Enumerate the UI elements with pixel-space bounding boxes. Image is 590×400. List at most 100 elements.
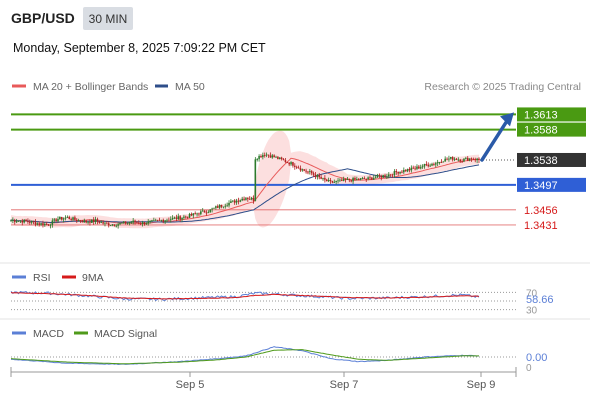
candle-body <box>213 207 215 209</box>
macd-value-label: 0.00 <box>526 352 547 364</box>
chart-datetime: Monday, September 8, 2025 7:09:22 PM CET <box>13 41 266 55</box>
candle-body <box>19 220 22 222</box>
candle-body <box>173 217 176 219</box>
candle-body <box>57 219 59 222</box>
candle-body <box>169 219 172 221</box>
rsi-ma-line <box>10 292 480 300</box>
candle-body <box>94 219 97 222</box>
candle-body <box>395 171 398 173</box>
candle-body <box>258 156 260 160</box>
candle-body <box>423 164 426 167</box>
projection-arrowhead <box>500 112 514 127</box>
candle-body <box>91 219 93 223</box>
candle-body <box>419 167 422 169</box>
candle-body <box>207 212 210 214</box>
candle-body <box>233 200 236 203</box>
candle-body <box>96 219 99 222</box>
bollinger-band <box>11 130 479 229</box>
macd-panel <box>10 346 516 366</box>
candle-body <box>282 159 285 161</box>
candle-body <box>455 158 458 160</box>
candle-body <box>17 220 20 222</box>
candle-body <box>13 219 16 222</box>
timeframe-button[interactable]: 30 MIN <box>83 7 133 30</box>
candle-body <box>301 169 304 171</box>
candle-body <box>361 178 364 179</box>
candle-body <box>376 175 379 178</box>
candle-body <box>393 171 396 176</box>
candle-body <box>461 161 463 163</box>
candle-body <box>166 219 168 221</box>
candle-body <box>162 219 165 222</box>
macd-zero-label: 0 <box>526 363 532 374</box>
candle-body <box>250 197 253 200</box>
support-label: 1.3431 <box>524 220 558 232</box>
candle-body <box>472 158 475 160</box>
candle-body <box>367 177 369 180</box>
resistance-badge <box>517 107 586 122</box>
candle-body <box>34 222 37 225</box>
candle-body <box>312 173 315 175</box>
candle-body <box>357 178 360 180</box>
candle-body <box>47 224 50 226</box>
candle-body <box>335 180 337 182</box>
candle-body <box>141 222 144 224</box>
candle-body <box>299 168 302 171</box>
candle-body <box>318 175 321 178</box>
candle-body <box>425 164 428 165</box>
candle-body <box>416 166 418 169</box>
candle-body <box>294 165 296 167</box>
time-axis-label: Sep 9 <box>467 379 496 391</box>
candle-body <box>40 223 42 225</box>
candle-body <box>363 178 366 180</box>
candle-body <box>117 224 119 226</box>
candle-body <box>128 222 131 224</box>
candle-body <box>450 157 452 159</box>
candle-body <box>77 220 80 222</box>
candle-body <box>113 224 116 226</box>
candle-body <box>329 180 332 182</box>
candle-body <box>434 163 437 165</box>
candle-body <box>75 219 78 222</box>
candle-body <box>160 219 163 221</box>
candle-body <box>51 220 54 225</box>
candle-body <box>68 217 71 219</box>
candle-body <box>119 222 121 225</box>
candle-body <box>401 171 403 173</box>
candle-body <box>269 155 272 158</box>
candle-body <box>220 204 223 207</box>
candle-body <box>320 177 322 179</box>
candle-body <box>64 217 67 219</box>
candle-body <box>444 158 446 162</box>
candle-body <box>12 219 14 221</box>
candle-body <box>158 219 161 221</box>
candle-body <box>290 162 292 165</box>
candle-body <box>55 219 57 222</box>
candle-body <box>384 175 386 177</box>
candle-body <box>194 213 196 215</box>
candle-body <box>201 210 204 212</box>
candle-body <box>85 220 87 223</box>
candle-body <box>111 224 114 226</box>
candle-body <box>369 177 371 179</box>
time-axis-label: Sep 5 <box>176 379 205 391</box>
candle-body <box>181 217 183 220</box>
candle-body <box>115 225 118 227</box>
candle-body <box>309 171 311 172</box>
ma50-line <box>11 164 480 223</box>
candle-body <box>408 169 411 171</box>
candle-body <box>211 208 213 210</box>
candle-body <box>325 179 328 182</box>
candle-body <box>121 222 123 224</box>
candle-body <box>474 159 477 161</box>
candle-body <box>403 170 405 173</box>
candle-body <box>241 198 243 201</box>
candle-body <box>252 197 255 201</box>
candle-body <box>184 216 187 218</box>
candle-body <box>359 178 362 180</box>
candle-body <box>106 222 108 224</box>
support-label: 1.3456 <box>524 205 558 217</box>
candle-body <box>436 162 439 164</box>
candle-body <box>83 220 86 223</box>
candle-body <box>205 212 208 214</box>
